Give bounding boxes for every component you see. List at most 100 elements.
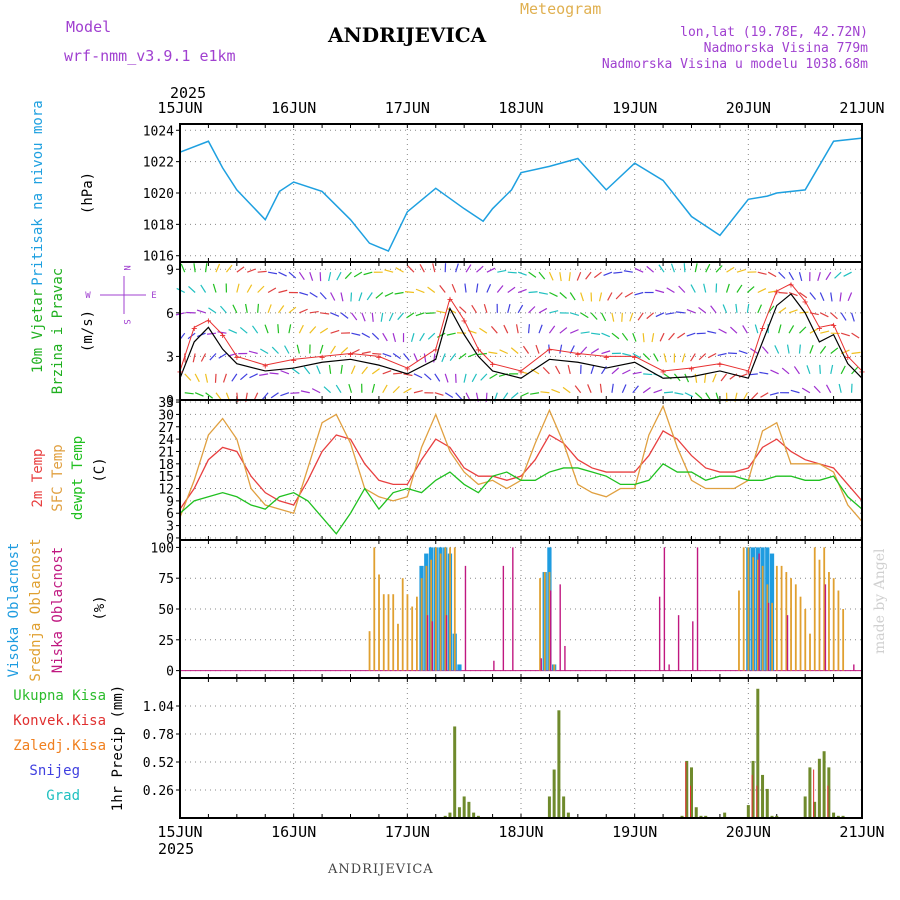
- wind-barb: [694, 392, 703, 400]
- mid-cloud-bar: [775, 565, 778, 671]
- wind-barb: [665, 312, 675, 315]
- precip-total-bar: [443, 815, 447, 818]
- wind-barb: [264, 324, 269, 334]
- mid-cloud-bar: [382, 594, 385, 671]
- wind-barb: [320, 312, 330, 315]
- wind-barb: [781, 367, 790, 375]
- wind-barb: [479, 327, 488, 334]
- wind-barb: [236, 283, 240, 293]
- wind-barb: [257, 303, 260, 313]
- wind-barb: [717, 352, 727, 357]
- mid-cloud-bar: [790, 578, 792, 671]
- wind-barb: [851, 312, 855, 322]
- wind-gust-marker: +: [632, 352, 638, 363]
- wind-barb: [705, 263, 711, 273]
- precip-total-bar: [803, 796, 807, 818]
- wind-barb: [725, 283, 730, 293]
- wind-barb: [436, 310, 446, 314]
- wind-barb: [840, 365, 846, 375]
- temp-label-dewpt: dewpt Temp: [70, 436, 86, 520]
- wind-barb: [497, 269, 507, 273]
- wind-barb: [222, 373, 227, 383]
- wind-barb: [670, 263, 676, 273]
- x-tick-label-bottom: 17JUN: [385, 823, 430, 841]
- precip-total-bar: [685, 760, 689, 818]
- wind-barb: [798, 344, 801, 354]
- wind-barb: [225, 264, 233, 273]
- wind-barb: [395, 267, 404, 273]
- wind-barb: [278, 305, 285, 314]
- wind-barb: [623, 270, 633, 273]
- wind-barb: [819, 292, 825, 301]
- wind-barb: [267, 287, 277, 294]
- wind-barb: [184, 373, 192, 381]
- wind-barb: [683, 263, 686, 273]
- wind-barb: [819, 345, 827, 354]
- mid-cloud-bar: [548, 572, 551, 671]
- wind-barb: [527, 324, 530, 334]
- wind-barb: [851, 351, 861, 355]
- wind-barb: [655, 312, 665, 318]
- mid-cloud-bar: [842, 609, 845, 671]
- low-cloud-bar: [786, 615, 789, 671]
- wind-gust-marker: +: [220, 331, 226, 342]
- wind-barb: [180, 263, 186, 273]
- wind-barb: [392, 333, 397, 343]
- precip-total-bar: [448, 812, 452, 818]
- wind-barb: [517, 288, 527, 294]
- wind-barb: [632, 332, 637, 342]
- wind-gust-marker: +: [319, 352, 325, 363]
- wind-barb: [309, 271, 314, 281]
- wind-gust-marker: +: [603, 352, 609, 363]
- wind-barb: [715, 265, 723, 273]
- wind-barb: [799, 326, 807, 334]
- wind-gust-marker: +: [404, 364, 410, 375]
- wind-barb: [291, 368, 300, 375]
- wind-barb: [451, 283, 457, 293]
- wind-barb: [646, 312, 654, 320]
- y-tick-label: 1.04: [143, 700, 174, 715]
- mid-cloud-bar: [809, 633, 811, 671]
- wind-barb: [194, 373, 200, 383]
- wind-barb: [298, 324, 304, 334]
- wind-barb: [489, 373, 498, 380]
- precip-total-bar: [808, 767, 812, 818]
- mid-cloud-bar: [439, 553, 442, 671]
- wind-barb: [569, 292, 576, 301]
- low-cloud-bar: [658, 596, 661, 671]
- precip-ylabel: 1hr Precip (mm): [110, 685, 126, 811]
- mid-cloud-bar: [794, 584, 797, 671]
- wind-barb: [319, 292, 327, 300]
- wind-barb: [277, 324, 280, 334]
- precip-total-bar: [827, 767, 831, 818]
- wind-barb: [200, 284, 207, 293]
- wind-barb: [239, 327, 248, 334]
- wind-barb: [351, 332, 361, 336]
- wind-barb: [413, 353, 419, 362]
- low-cloud-bar: [824, 584, 827, 671]
- wind-barb: [793, 366, 800, 375]
- wind-barb: [415, 288, 425, 294]
- precip-conv-bar: [751, 774, 753, 818]
- mid-cloud-bar: [392, 594, 395, 671]
- mid-cloud-bar: [416, 596, 418, 671]
- wind-barb: [528, 271, 537, 278]
- low-cloud-bar: [559, 584, 561, 671]
- wind-barb: [406, 312, 415, 319]
- mid-cloud-bar: [378, 574, 380, 671]
- mid-cloud-bar: [406, 594, 409, 671]
- wind-barb: [655, 289, 665, 294]
- wind-barb: [551, 388, 561, 394]
- precip-legend-item: Zaledj.Kisa: [13, 738, 106, 754]
- wind-barb: [629, 312, 634, 322]
- wind-barb: [603, 271, 613, 277]
- temp-label-2m: 2m Temp: [30, 448, 46, 507]
- wind-barb: [384, 269, 394, 273]
- compass-s: S: [121, 319, 131, 324]
- wind-barb: [548, 271, 554, 281]
- precip-total-bar: [836, 815, 840, 818]
- wind-barb: [707, 352, 717, 359]
- precip-total-bar: [552, 769, 556, 818]
- x-tick-label-bottom: 19JUN: [612, 823, 657, 841]
- footer-station: ANDRIJEVICA: [328, 862, 434, 877]
